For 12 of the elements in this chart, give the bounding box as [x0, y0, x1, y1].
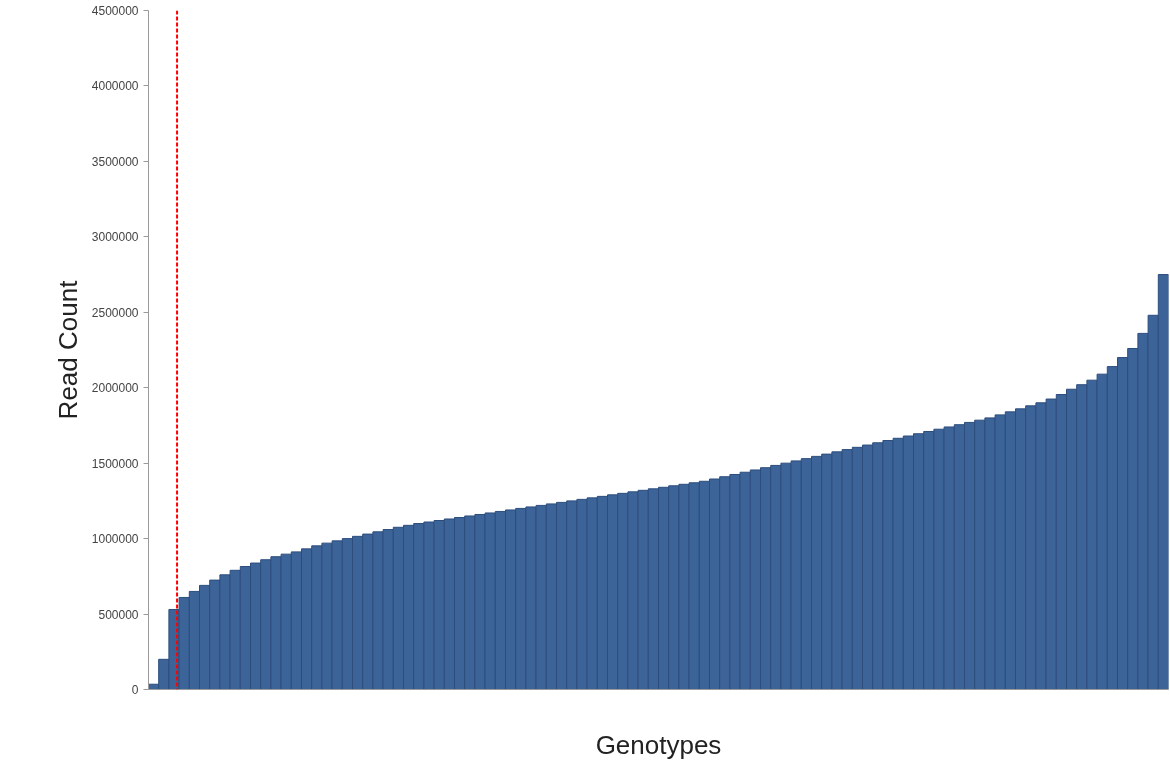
y-axis-title: Read Count	[52, 279, 83, 420]
y-tick-label: 500000	[98, 607, 139, 622]
y-tick-label: 0	[131, 683, 139, 697]
y-tick-label: 4500000	[91, 4, 139, 18]
y-tick-label: 2000000	[91, 381, 139, 396]
y-tick-label: 1000000	[91, 532, 139, 547]
y-tick-label: 4000000	[91, 79, 139, 94]
y-tick-label: 3500000	[91, 154, 139, 169]
y-tick-label: 2500000	[91, 305, 139, 320]
y-tick-label: 1500000	[91, 456, 139, 471]
x-axis-title: Genotypes	[595, 729, 722, 760]
y-tick-label: 3000000	[91, 230, 139, 245]
